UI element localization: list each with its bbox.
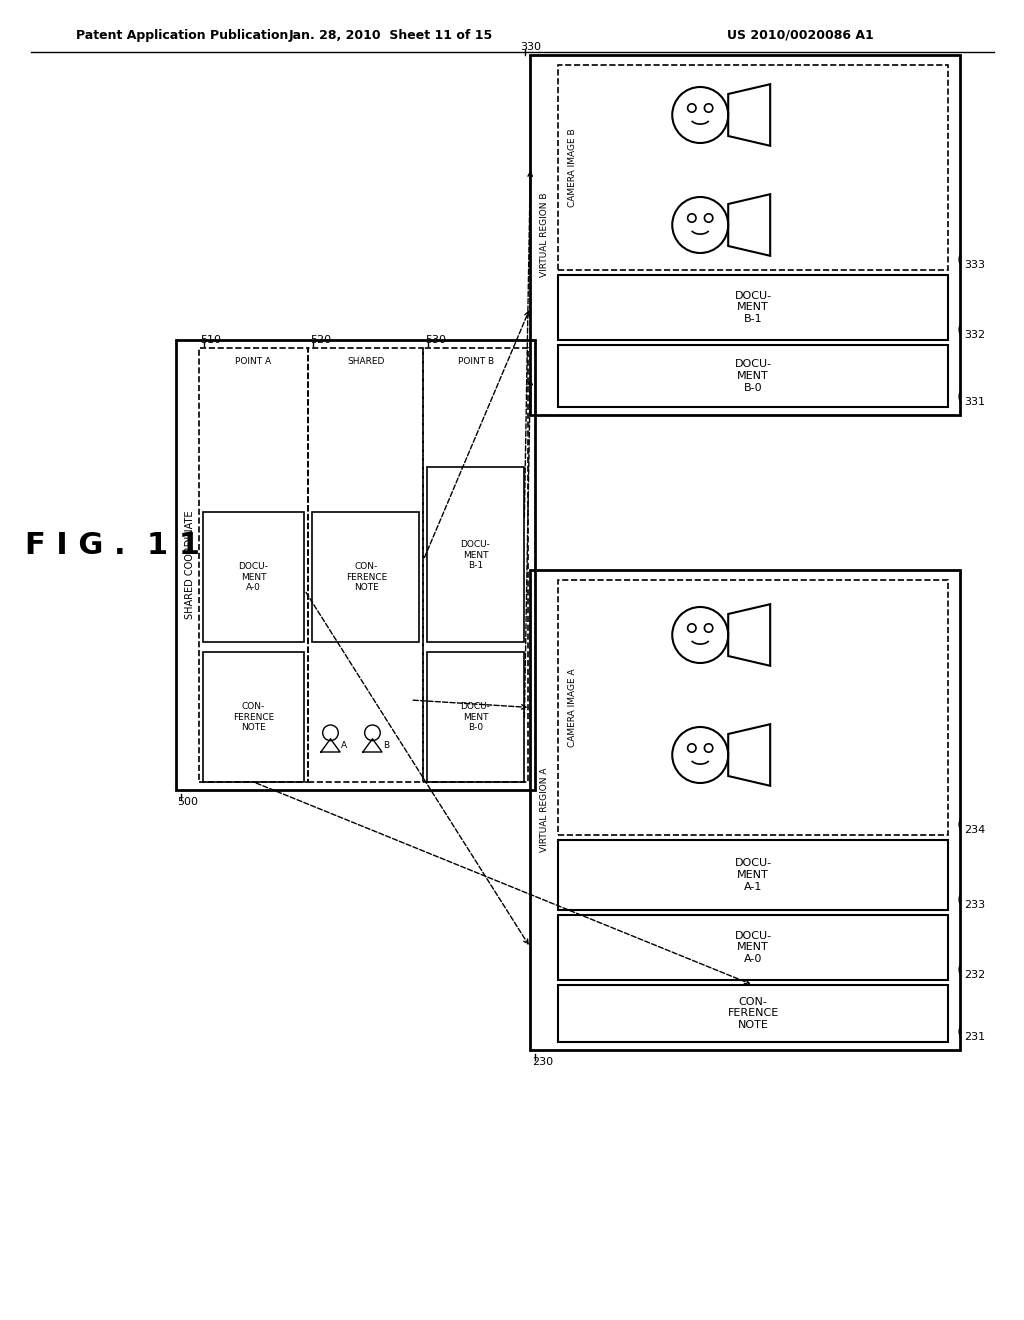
Text: DOCU-
MENT
B-1: DOCU- MENT B-1 bbox=[461, 540, 490, 570]
Text: DOCU-
MENT
B-0: DOCU- MENT B-0 bbox=[734, 359, 772, 392]
Bar bbox=[423, 348, 528, 781]
Text: 510: 510 bbox=[201, 335, 221, 345]
Bar bbox=[558, 915, 948, 979]
Text: 330: 330 bbox=[520, 42, 542, 51]
Text: US 2010/0020086 A1: US 2010/0020086 A1 bbox=[727, 29, 873, 41]
Text: DOCU-
MENT
B-1: DOCU- MENT B-1 bbox=[734, 290, 772, 325]
Text: F I G .  1 1: F I G . 1 1 bbox=[26, 531, 200, 560]
Text: A: A bbox=[341, 741, 347, 750]
Text: DOCU-
MENT
A-1: DOCU- MENT A-1 bbox=[734, 858, 772, 891]
Bar bbox=[558, 275, 948, 341]
Text: SHARED: SHARED bbox=[347, 358, 385, 367]
Text: POINT A: POINT A bbox=[236, 358, 271, 367]
Text: 234: 234 bbox=[964, 825, 985, 836]
Text: 333: 333 bbox=[964, 260, 985, 271]
Bar bbox=[558, 345, 948, 407]
Text: 331: 331 bbox=[964, 397, 985, 407]
Text: SHARED COORDINATE: SHARED COORDINATE bbox=[184, 511, 195, 619]
Text: CAMERA IMAGE A: CAMERA IMAGE A bbox=[568, 668, 577, 747]
Text: POINT B: POINT B bbox=[458, 358, 494, 367]
Bar bbox=[308, 348, 423, 781]
Text: 233: 233 bbox=[964, 900, 985, 909]
Text: 500: 500 bbox=[177, 797, 199, 807]
Bar bbox=[199, 348, 308, 781]
Text: VIRTUAL REGION A: VIRTUAL REGION A bbox=[540, 768, 549, 853]
Text: VIRTUAL REGION B: VIRTUAL REGION B bbox=[540, 193, 549, 277]
Bar bbox=[427, 652, 524, 781]
Text: CON-
FERENCE
NOTE: CON- FERENCE NOTE bbox=[346, 562, 387, 591]
Text: 231: 231 bbox=[964, 1032, 985, 1041]
Text: DOCU-
MENT
A-0: DOCU- MENT A-0 bbox=[734, 931, 772, 964]
Text: Jan. 28, 2010  Sheet 11 of 15: Jan. 28, 2010 Sheet 11 of 15 bbox=[289, 29, 493, 41]
Text: CON-
FERENCE
NOTE: CON- FERENCE NOTE bbox=[232, 702, 274, 731]
Text: Patent Application Publication: Patent Application Publication bbox=[76, 29, 288, 41]
Text: CON-
FERENCE
NOTE: CON- FERENCE NOTE bbox=[728, 997, 779, 1030]
Bar bbox=[558, 840, 948, 909]
Bar bbox=[558, 579, 948, 836]
Bar bbox=[427, 467, 524, 642]
Text: DOCU-
MENT
A-0: DOCU- MENT A-0 bbox=[239, 562, 268, 591]
Text: DOCU-
MENT
B-0: DOCU- MENT B-0 bbox=[461, 702, 490, 731]
Bar bbox=[312, 512, 420, 642]
Text: 232: 232 bbox=[964, 970, 985, 979]
Bar bbox=[175, 341, 536, 789]
Bar bbox=[530, 55, 961, 414]
Bar bbox=[558, 65, 948, 271]
Text: 230: 230 bbox=[532, 1057, 553, 1067]
Text: 520: 520 bbox=[310, 335, 332, 345]
Text: B: B bbox=[383, 741, 389, 750]
Text: CAMERA IMAGE B: CAMERA IMAGE B bbox=[568, 128, 577, 207]
Bar bbox=[558, 985, 948, 1041]
Bar bbox=[203, 512, 304, 642]
Text: 530: 530 bbox=[425, 335, 446, 345]
Text: 332: 332 bbox=[964, 330, 985, 341]
Bar bbox=[530, 570, 961, 1049]
Bar bbox=[203, 652, 304, 781]
